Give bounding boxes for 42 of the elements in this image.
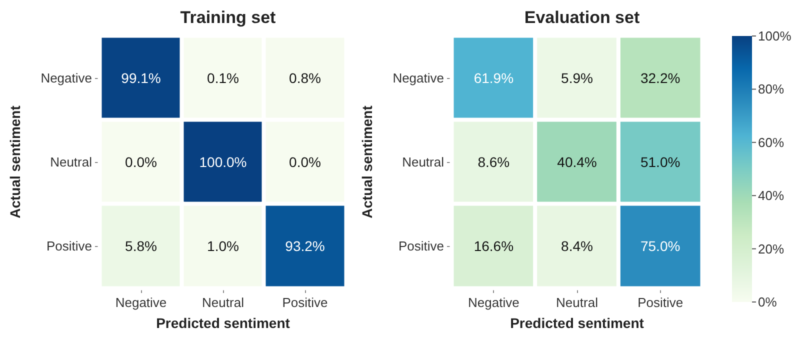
data-label: 16.6% bbox=[474, 238, 514, 254]
data-label: 51.0% bbox=[640, 154, 680, 170]
y-axis-title: Actual sentiment bbox=[359, 105, 375, 218]
y-axis-title: Actual sentiment bbox=[7, 105, 23, 218]
color-bar-label: 100% bbox=[758, 28, 792, 44]
x-tick-label: Negative bbox=[468, 295, 520, 310]
y-tick-label: Positive bbox=[398, 238, 444, 254]
data-label: 93.2% bbox=[285, 238, 325, 254]
data-label: 99.1% bbox=[121, 70, 161, 86]
data-label: 100.0% bbox=[199, 154, 247, 170]
data-label: 1.0% bbox=[207, 238, 239, 254]
x-tick-label: Positive bbox=[282, 295, 328, 310]
data-label: 5.8% bbox=[125, 238, 157, 254]
data-label: 5.9% bbox=[561, 70, 593, 86]
x-axis-title: Predicted sentiment bbox=[156, 315, 290, 331]
x-tick-label: Positive bbox=[638, 295, 684, 310]
data-label: 8.6% bbox=[478, 154, 510, 170]
data-label: 0.0% bbox=[125, 154, 157, 170]
data-label: 40.4% bbox=[557, 154, 597, 170]
data-label: 0.8% bbox=[289, 70, 321, 86]
y-tick-label: Positive bbox=[46, 238, 92, 254]
y-tick-label: Negative bbox=[40, 70, 92, 86]
y-tick-label: Neutral bbox=[402, 154, 444, 170]
data-label: 8.4% bbox=[561, 238, 593, 254]
color-bar-label: 80% bbox=[758, 82, 784, 97]
chart-title: Evaluation set bbox=[524, 8, 640, 27]
data-label: 61.9% bbox=[474, 70, 514, 86]
x-tick-label: Negative bbox=[115, 295, 167, 310]
x-tick-label: Neutral bbox=[556, 295, 598, 310]
color-bar-label: 0% bbox=[758, 294, 778, 310]
x-axis-title: Predicted sentiment bbox=[510, 315, 644, 331]
chart-title: Training set bbox=[180, 8, 276, 27]
data-label: 75.0% bbox=[640, 238, 680, 254]
color-bar-label: 40% bbox=[758, 188, 784, 204]
data-label: 0.1% bbox=[207, 70, 239, 86]
data-label: 0.0% bbox=[289, 154, 321, 170]
data-label: 32.2% bbox=[640, 70, 680, 86]
color-bar-label: 60% bbox=[758, 134, 784, 150]
color-bar-label: 20% bbox=[758, 241, 784, 256]
y-tick-label: Negative bbox=[392, 70, 444, 86]
y-tick-label: Neutral bbox=[50, 154, 92, 170]
x-tick-label: Neutral bbox=[202, 295, 244, 310]
